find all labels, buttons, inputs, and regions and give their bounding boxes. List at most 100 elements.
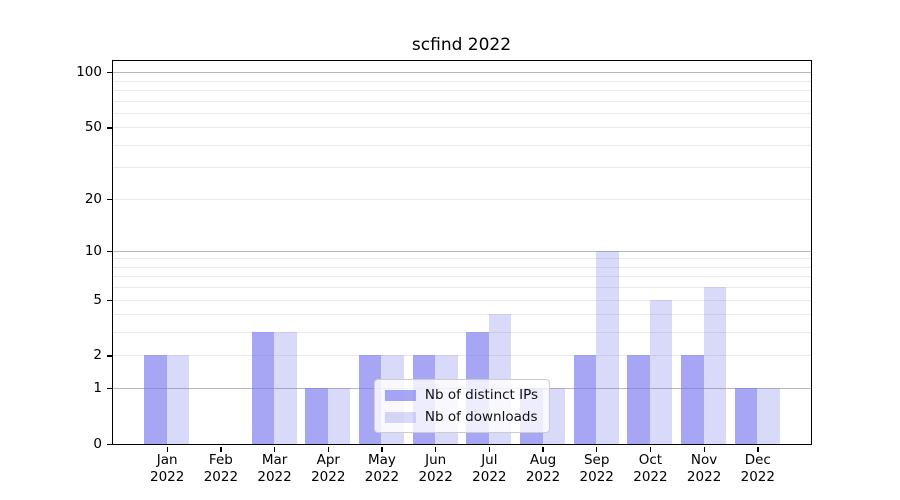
legend-swatch-downloads bbox=[384, 411, 416, 423]
x-label-year: 2022 bbox=[364, 468, 400, 485]
x-label-year: 2022 bbox=[418, 468, 453, 485]
x-tick-label-nov: Nov 2022 bbox=[672, 452, 736, 485]
x-tick-label-mar: Mar 2022 bbox=[243, 452, 307, 485]
x-label-month: Jan bbox=[156, 452, 178, 468]
y-tick-20 bbox=[107, 198, 112, 200]
x-label-month: Jun bbox=[425, 452, 447, 468]
legend: Nb of distinct IPs Nb of downloads bbox=[373, 379, 551, 433]
gridline-minor-90 bbox=[113, 80, 811, 82]
x-tick-oct bbox=[649, 446, 652, 452]
x-label-year: 2022 bbox=[633, 468, 668, 485]
x-label-month: Aug bbox=[529, 452, 557, 468]
x-tick-label-dec: Dec 2022 bbox=[726, 452, 790, 485]
gridline-minor-60 bbox=[113, 112, 811, 114]
y-tick-100 bbox=[107, 72, 112, 74]
x-label-year: 2022 bbox=[203, 468, 239, 485]
x-tick-label-jan: Jan 2022 bbox=[135, 452, 199, 485]
x-tick-apr bbox=[327, 446, 329, 452]
x-label-month: May bbox=[367, 452, 396, 468]
bar-distinct-ips-dec bbox=[734, 388, 758, 444]
chart-title: scfind 2022 bbox=[411, 35, 512, 55]
bar-downloads-dec bbox=[757, 388, 780, 444]
x-tick-label-oct: Oct 2022 bbox=[618, 452, 682, 485]
x-label-month: Dec bbox=[744, 452, 771, 468]
x-label-year: 2022 bbox=[150, 468, 185, 485]
bar-downloads-mar bbox=[274, 332, 297, 444]
y-tick-label-100: 100 bbox=[76, 64, 102, 81]
gridline-major-100 bbox=[113, 72, 811, 74]
x-tick-nov bbox=[703, 446, 705, 452]
gridline-minor-70 bbox=[113, 100, 811, 102]
y-tick-label-50: 50 bbox=[84, 119, 102, 136]
bar-distinct-ips-jan bbox=[144, 355, 167, 444]
gridline-minor-80 bbox=[113, 89, 811, 91]
x-label-year: 2022 bbox=[686, 468, 722, 485]
legend-label-distinct-ips: Nb of distinct IPs bbox=[424, 387, 539, 403]
gridline-major-10 bbox=[113, 250, 811, 252]
gridline-minor-2 bbox=[113, 355, 811, 357]
gridline-minor-3 bbox=[113, 332, 811, 334]
bar-downloads-oct bbox=[649, 299, 673, 444]
x-tick-feb bbox=[220, 446, 222, 452]
x-tick-mar bbox=[273, 446, 276, 452]
x-label-year: 2022 bbox=[311, 468, 346, 485]
gridline-minor-40 bbox=[113, 144, 811, 146]
bar-distinct-ips-sep bbox=[573, 355, 597, 444]
y-tick-2 bbox=[107, 355, 112, 357]
legend-swatch-distinct-ips bbox=[384, 389, 416, 401]
x-label-month: Nov bbox=[690, 452, 718, 468]
legend-item-distinct-ips: Nb of distinct IPs bbox=[384, 387, 539, 403]
gridline-minor-30 bbox=[113, 167, 811, 169]
x-tick-label-aug: Aug 2022 bbox=[511, 452, 575, 485]
x-label-year: 2022 bbox=[525, 468, 561, 485]
gridline-minor-50 bbox=[113, 127, 811, 129]
x-tick-label-jun: Jun 2022 bbox=[404, 452, 468, 485]
plot-area: Nb of distinct IPs Nb of downloads bbox=[112, 60, 812, 445]
x-tick-label-jul: Jul 2022 bbox=[457, 452, 521, 485]
x-label-month: Feb bbox=[208, 452, 233, 468]
x-label-year: 2022 bbox=[740, 468, 775, 485]
x-label-month: Apr bbox=[316, 452, 340, 468]
x-tick-label-apr: Apr 2022 bbox=[296, 452, 360, 485]
bar-distinct-ips-oct bbox=[627, 355, 650, 444]
y-tick-label-10: 10 bbox=[84, 242, 102, 259]
x-label-year: 2022 bbox=[257, 468, 292, 485]
legend-item-downloads: Nb of downloads bbox=[384, 409, 538, 425]
y-tick-label-5: 5 bbox=[93, 291, 102, 308]
bar-downloads-nov bbox=[703, 287, 727, 444]
x-label-month: Mar bbox=[261, 452, 288, 468]
y-tick-label-0: 0 bbox=[93, 436, 102, 452]
y-tick-label-1: 1 bbox=[93, 380, 102, 397]
x-tick-jul bbox=[488, 446, 491, 452]
x-tick-may bbox=[381, 446, 383, 452]
x-tick-label-feb: Feb 2022 bbox=[189, 452, 253, 485]
y-tick-0 bbox=[107, 444, 112, 446]
x-tick-aug bbox=[542, 446, 544, 452]
y-tick-label-20: 20 bbox=[84, 190, 102, 207]
bar-distinct-ips-apr bbox=[305, 388, 328, 444]
y-tick-5 bbox=[107, 299, 112, 301]
bar-downloads-jan bbox=[166, 355, 190, 444]
gridline-minor-4 bbox=[113, 314, 811, 316]
x-label-month: Sep bbox=[583, 452, 610, 468]
x-tick-dec bbox=[757, 446, 759, 452]
x-tick-sep bbox=[596, 446, 598, 452]
bar-downloads-sep bbox=[596, 250, 619, 444]
bar-distinct-ips-mar bbox=[251, 332, 275, 444]
bar-distinct-ips-nov bbox=[681, 355, 704, 444]
x-tick-jan bbox=[166, 446, 168, 452]
bar-downloads-apr bbox=[327, 388, 351, 444]
gridline-minor-5 bbox=[113, 299, 811, 301]
gridline-minor-20 bbox=[113, 198, 811, 200]
y-tick-1 bbox=[107, 388, 112, 390]
x-label-month: Jul bbox=[481, 452, 498, 468]
x-label-year: 2022 bbox=[472, 468, 507, 485]
gridline-minor-8 bbox=[113, 266, 811, 268]
y-tick-50 bbox=[107, 127, 112, 129]
y-tick-10 bbox=[107, 250, 112, 253]
x-tick-jun bbox=[435, 446, 437, 452]
x-tick-label-may: May 2022 bbox=[350, 452, 414, 485]
gridline-minor-7 bbox=[113, 276, 811, 278]
legend-label-downloads: Nb of downloads bbox=[424, 409, 538, 425]
